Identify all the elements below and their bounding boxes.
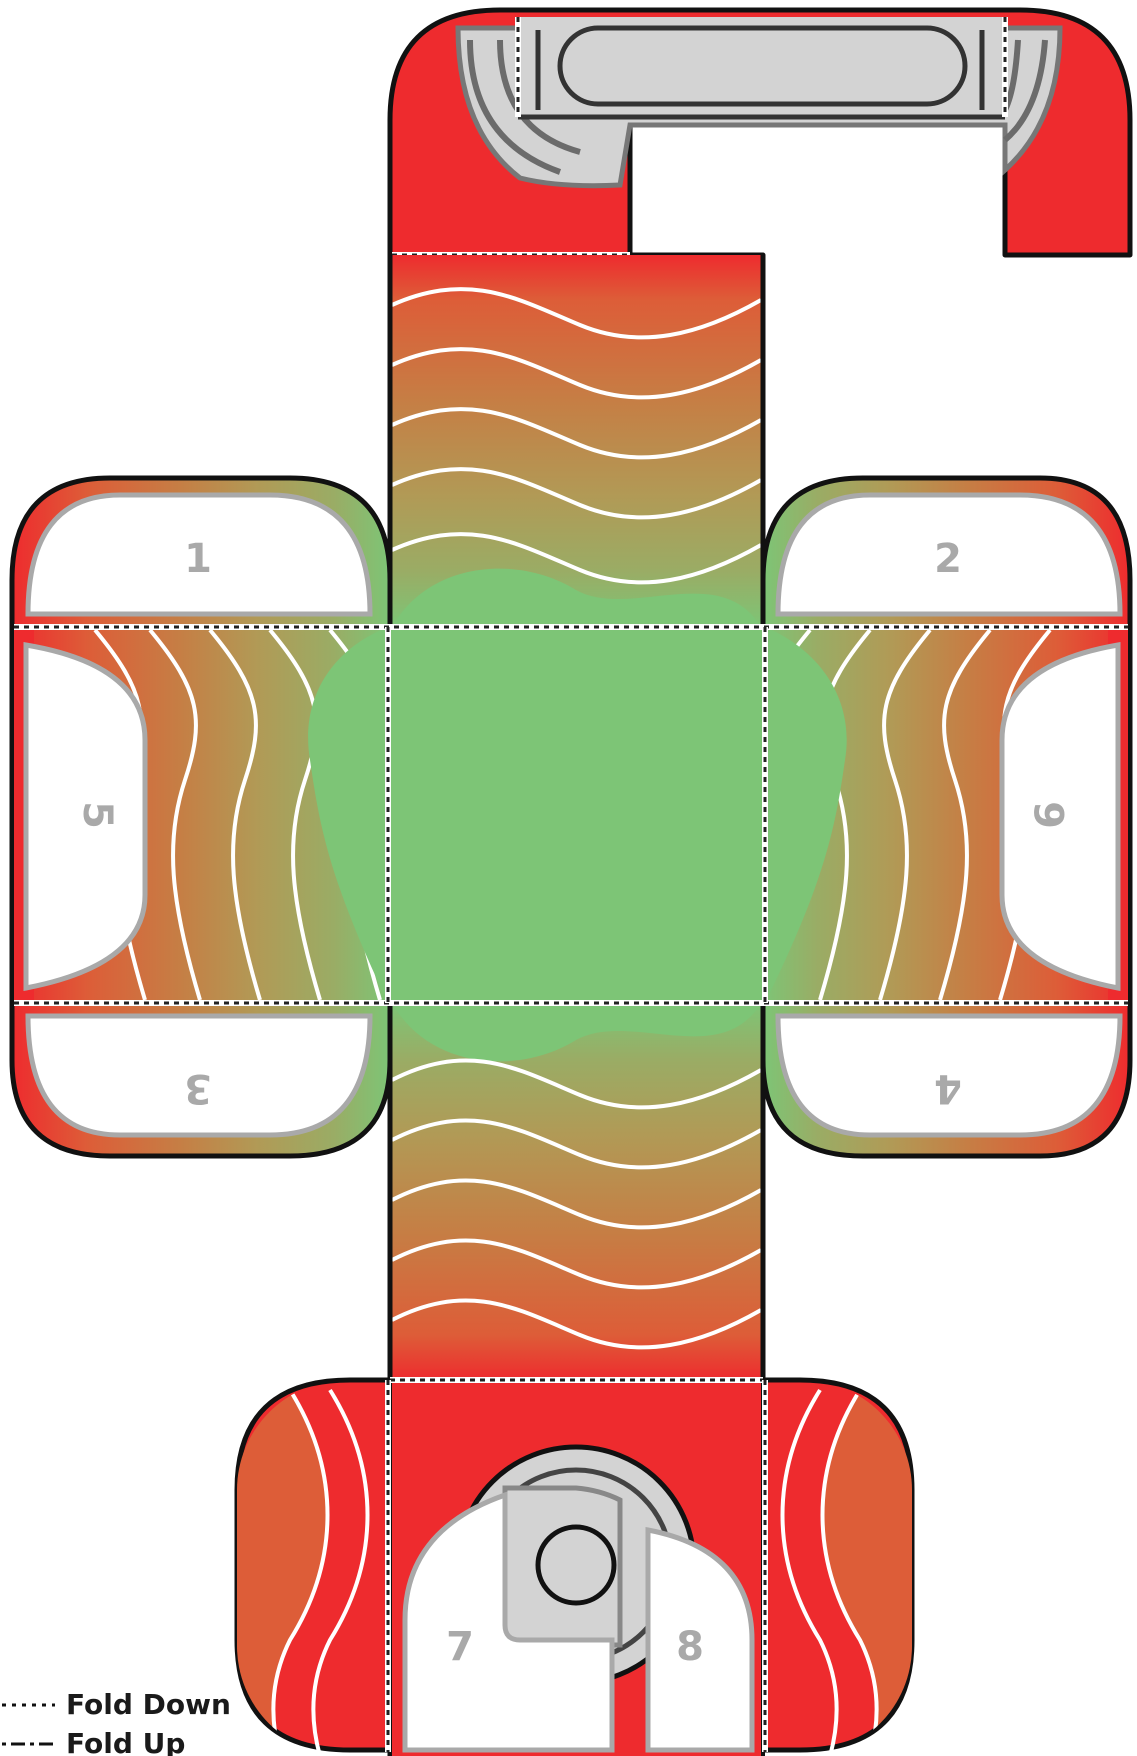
center-fold-lines bbox=[14, 624, 1128, 1006]
tab-6-label: 6 bbox=[1028, 801, 1074, 829]
tab-6-shape: 6 bbox=[999, 642, 1121, 992]
tab-5-label: 5 bbox=[74, 801, 120, 829]
tab-1-shape: 1 bbox=[25, 492, 373, 617]
tab-3-shape: 3 bbox=[25, 1013, 373, 1138]
tab-2-label: 2 bbox=[934, 536, 962, 582]
handle-strip bbox=[455, 17, 1063, 189]
tab-1-label: 1 bbox=[184, 536, 212, 582]
fold-up-label: Fold Up bbox=[66, 1727, 185, 1756]
tab-3-label: 3 bbox=[184, 1065, 212, 1111]
tab-8-shape: 8 bbox=[645, 1526, 755, 1753]
wheel-hub bbox=[535, 1524, 617, 1606]
tab-5-shape: 5 bbox=[23, 642, 148, 992]
top-panel bbox=[391, 255, 762, 627]
handle-slot bbox=[557, 25, 968, 107]
fold-down-label: Fold Down bbox=[66, 1688, 231, 1721]
base-fold-lines bbox=[385, 1377, 768, 1752]
tab-7-label: 7 bbox=[446, 1624, 474, 1670]
bottom-panel bbox=[391, 1003, 762, 1380]
tab-4-label: 4 bbox=[934, 1065, 962, 1111]
legend: Fold Down Fold Up bbox=[2, 1688, 231, 1756]
tab-7-shape: 7 bbox=[402, 1491, 615, 1753]
tab-8-label: 8 bbox=[676, 1624, 704, 1670]
tab-2-shape: 2 bbox=[775, 492, 1123, 617]
tab-4-shape: 4 bbox=[775, 1013, 1123, 1138]
right-panel bbox=[758, 475, 1133, 1159]
